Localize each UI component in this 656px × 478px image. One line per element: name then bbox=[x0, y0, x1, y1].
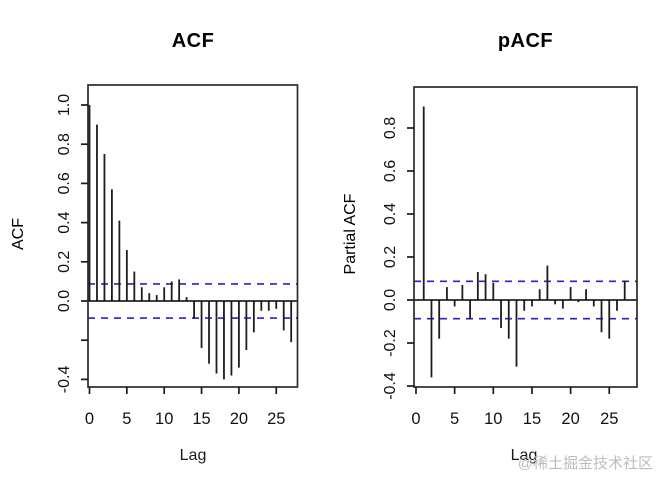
pacf-x-tick-label: 25 bbox=[600, 410, 618, 428]
pacf-x-axis-label: Lag bbox=[510, 447, 538, 464]
pacf-y-tick-label: -0.4 bbox=[382, 372, 399, 400]
acf-y-tick-label: -0.4 bbox=[56, 366, 73, 394]
acf-x-axis-label: Lag bbox=[179, 447, 207, 464]
acf-y-tick-label: 0.6 bbox=[56, 172, 73, 194]
acf-y-tick-label: 0.8 bbox=[56, 133, 73, 155]
acf-x-tick-label: 15 bbox=[192, 410, 210, 428]
pacf-x-tick-label: 0 bbox=[411, 410, 420, 428]
acf-y-tick-label: 0.4 bbox=[56, 211, 73, 233]
acf-x-tick-label: 25 bbox=[267, 410, 285, 428]
acf-y-tick-label: 0.0 bbox=[56, 290, 73, 312]
acf-x-tick-label: 20 bbox=[230, 410, 248, 428]
acf-y-axis-label: ACF bbox=[10, 218, 27, 250]
acf-x-tick-label: 10 bbox=[155, 410, 173, 428]
watermark: @稀土掘金技术社区 bbox=[517, 455, 653, 472]
pacf-y-tick-label: 0.2 bbox=[382, 246, 399, 268]
pacf-plot-frame bbox=[413, 86, 638, 388]
pacf-y-tick-label: 0.6 bbox=[382, 160, 399, 182]
acf-title: ACF bbox=[171, 30, 215, 52]
pacf-x-tick-label: 20 bbox=[561, 410, 579, 428]
pacf-x-tick-label: 5 bbox=[450, 410, 459, 428]
pacf-title: pACF bbox=[497, 30, 554, 52]
pacf-y-tick-label: -0.2 bbox=[382, 329, 399, 357]
acf-y-tick-label: 1.0 bbox=[56, 94, 73, 116]
pacf-x-tick-label: 15 bbox=[523, 410, 541, 428]
pacf-y-axis-label: Partial ACF bbox=[342, 193, 359, 275]
acf-x-tick-label: 5 bbox=[122, 410, 131, 428]
pacf-y-tick-label: 0.0 bbox=[382, 289, 399, 311]
acf-y-tick-label: 0.2 bbox=[56, 251, 73, 273]
pacf-y-tick-label: 0.8 bbox=[382, 117, 399, 139]
pacf-y-tick-label: 0.4 bbox=[382, 203, 399, 225]
pacf-x-tick-label: 10 bbox=[484, 410, 502, 428]
acf-plot-frame bbox=[87, 84, 299, 388]
acf-x-tick-label: 0 bbox=[85, 410, 94, 428]
